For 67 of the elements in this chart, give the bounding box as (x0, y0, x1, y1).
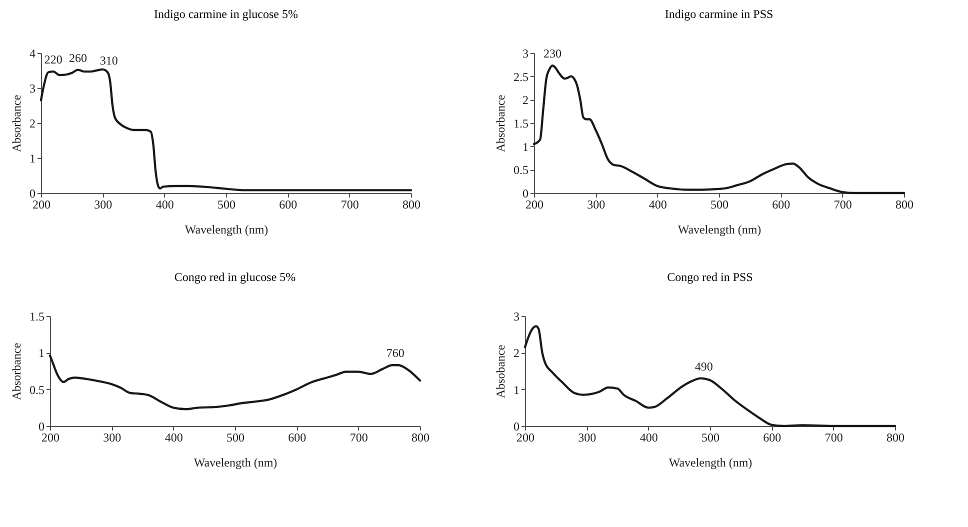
y-tick-label: 1 (514, 382, 520, 397)
y-tick-label: 0 (522, 186, 528, 200)
annotation: 220 (44, 52, 62, 67)
annotation: 230 (544, 46, 562, 61)
y-tick-label: 3 (30, 82, 36, 96)
x-tick-label: 200 (526, 198, 544, 212)
x-tick-label: 300 (587, 198, 606, 212)
y-tick-label: 3 (514, 310, 520, 324)
x-axis-title: Wavelength (nm) (184, 222, 268, 236)
y-tick-label: 2 (514, 346, 520, 360)
y-tick-label: 0 (30, 186, 36, 200)
x-tick-label: 400 (156, 198, 174, 212)
x-tick-label: 300 (103, 430, 122, 444)
x-tick-label: 800 (412, 430, 430, 444)
y-axis-title: Absobance (494, 344, 508, 398)
y-tick-label: 1.5 (30, 310, 44, 324)
y-axis-title: Absorbance (494, 94, 508, 152)
x-tick-label: 300 (578, 430, 596, 444)
x-tick-label: 400 (164, 430, 183, 444)
annotation: 760 (386, 346, 404, 360)
x-tick-label: 800 (402, 198, 420, 212)
x-axis-title: Wavelength (nm) (194, 456, 278, 470)
x-tick-label: 600 (772, 198, 790, 212)
x-tick-label: 400 (640, 430, 658, 444)
y-tick-label: 0 (38, 420, 44, 434)
x-tick-label: 800 (886, 430, 904, 444)
x-tick-label: 700 (340, 198, 359, 212)
x-tick-label: 200 (42, 430, 60, 444)
line-series (40, 68, 412, 192)
y-tick-label: 1.5 (514, 116, 528, 130)
x-tick-label: 500 (226, 430, 244, 444)
x-axis-title: Wavelength (nm) (668, 456, 752, 470)
x-tick-label: 700 (350, 430, 368, 444)
y-axis-title: Absorbance (10, 342, 24, 400)
x-axis-title: Wavelength (nm) (678, 222, 762, 236)
x-tick-label: 400 (648, 198, 667, 212)
chart-title: Congo red in PSS (667, 270, 753, 284)
y-tick-label: 1 (38, 346, 44, 360)
chart-title: Indigo carmine in glucose 5% (154, 7, 298, 21)
x-tick-label: 700 (834, 198, 852, 212)
annotation: 490 (694, 359, 713, 374)
annotation: 310 (100, 53, 118, 68)
x-tick-label: 200 (32, 198, 50, 212)
y-tick-label: 2 (30, 116, 36, 130)
y-tick-label: 0.5 (30, 382, 44, 397)
y-tick-label: 1 (30, 152, 36, 166)
x-tick-label: 600 (763, 430, 782, 444)
x-tick-label: 600 (288, 430, 306, 444)
y-tick-label: 4 (30, 46, 36, 60)
x-tick-label: 600 (279, 198, 298, 212)
y-tick-label: 2 (522, 93, 528, 108)
annotation: 260 (69, 50, 87, 65)
y-tick-label: 0.5 (514, 163, 528, 178)
x-tick-label: 200 (516, 430, 534, 444)
y-tick-label: 2.5 (514, 70, 528, 84)
x-tick-label: 500 (710, 198, 728, 212)
x-tick-label: 500 (218, 198, 236, 212)
y-tick-label: 0 (514, 420, 520, 434)
chart-title: Congo red in glucose 5% (174, 270, 296, 284)
y-tick-label: 1 (522, 140, 528, 154)
y-tick-label: 3 (522, 46, 528, 60)
x-tick-label: 800 (896, 198, 914, 212)
chart-title: Indigo carmine in PSS (664, 7, 774, 21)
y-axis-title: Absorbance (10, 94, 24, 152)
x-tick-label: 500 (702, 430, 720, 444)
x-tick-label: 700 (824, 430, 843, 444)
x-tick-label: 300 (94, 198, 112, 212)
